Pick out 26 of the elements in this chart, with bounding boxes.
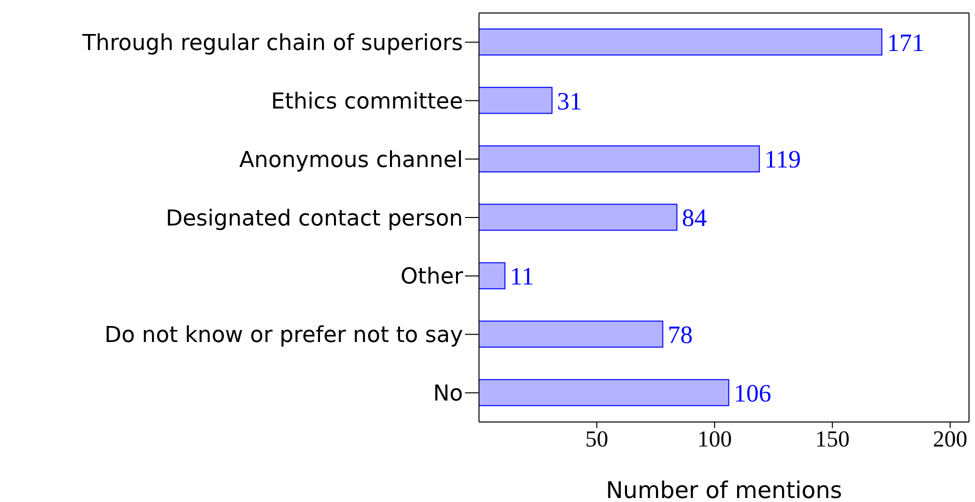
- x-tick-label: 50: [585, 426, 608, 452]
- y-tick-label: No: [433, 382, 463, 407]
- bar: [479, 204, 678, 231]
- data-label: 119: [764, 146, 801, 174]
- x-tick-label: 100: [697, 426, 732, 452]
- y-tick-label: Designated contact person: [166, 206, 463, 232]
- y-tick-label: Anonymous channel: [239, 148, 463, 173]
- y-tick-label: Through regular chain of superiors: [81, 31, 463, 56]
- bar: [479, 86, 553, 114]
- bar: [479, 320, 664, 348]
- data-label: 11: [510, 264, 534, 291]
- y-tick-label: Other: [400, 264, 464, 290]
- bar: [479, 379, 730, 406]
- x-axis-title: Number of mentions: [606, 478, 842, 502]
- bar: [479, 28, 882, 56]
- y-tick-label: Do not know or prefer not to say: [104, 323, 463, 348]
- bar: [479, 145, 760, 172]
- data-label: 106: [734, 380, 772, 408]
- data-label: 171: [886, 30, 924, 57]
- x-tick-label: 150: [815, 426, 850, 452]
- y-tick-label: Ethics committee: [271, 89, 463, 114]
- x-tick-label: 200: [932, 426, 968, 452]
- data-label: 31: [557, 88, 582, 116]
- data-label: 78: [668, 322, 693, 350]
- bar: [479, 262, 506, 290]
- data-label: 84: [682, 205, 708, 232]
